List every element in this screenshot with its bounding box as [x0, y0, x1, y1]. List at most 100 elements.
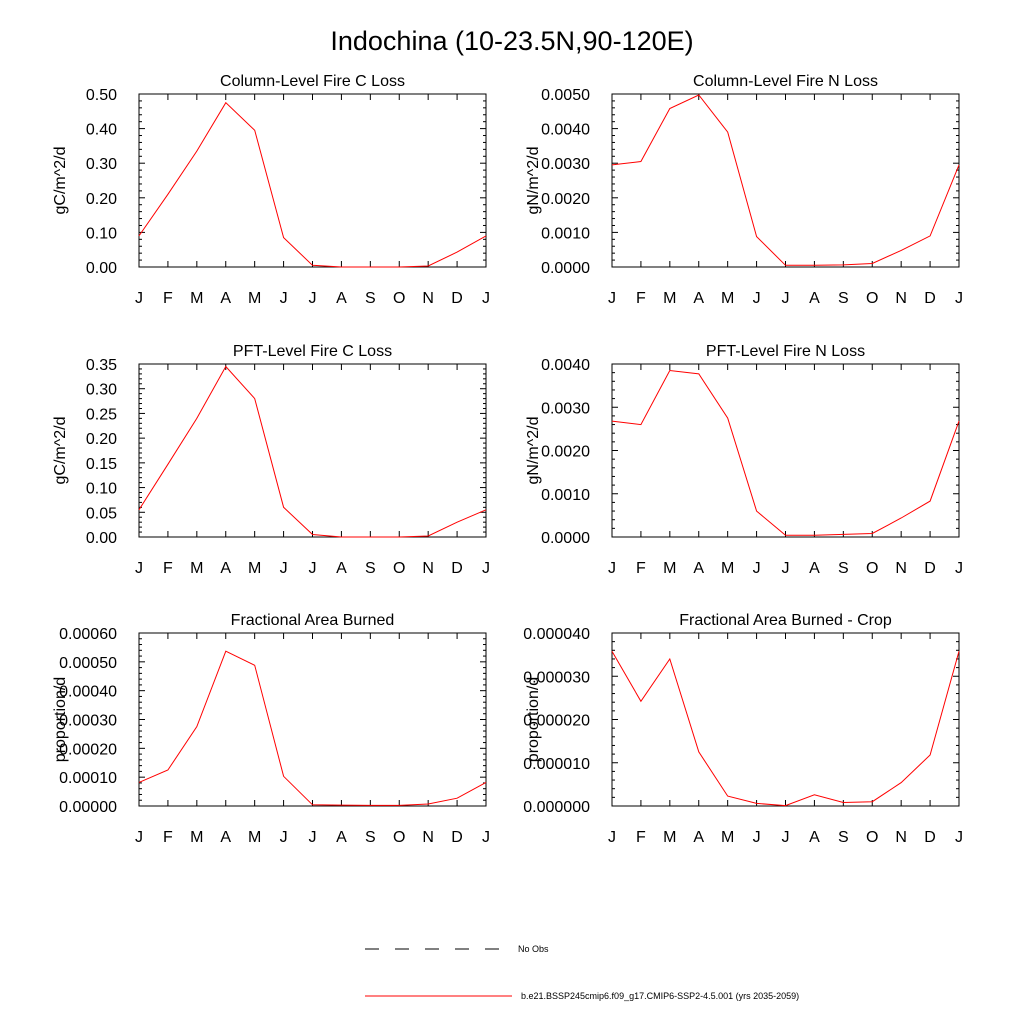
x-tick-label: D: [451, 560, 463, 577]
y-tick-label: 0.40: [86, 122, 117, 139]
y-tick-label: 0.00020: [59, 741, 117, 758]
x-tick-label: S: [838, 829, 849, 846]
plot-frame: [611, 363, 960, 538]
x-tick-label: D: [924, 560, 936, 577]
x-tick-label: J: [309, 829, 317, 846]
series-line: [611, 94, 960, 266]
x-tick-label: J: [135, 560, 143, 577]
chart-panel-5: Fractional Area Burned proportion/d 0.0000…: [52, 612, 490, 846]
x-tick-label: A: [809, 560, 820, 577]
plot-frame: [138, 93, 487, 268]
x-tick-label: J: [280, 560, 288, 577]
chart-panel-4: PFT-Level Fire N Loss gN/m^2/d 0.0000 0.001…: [525, 343, 963, 577]
panels: Column-Level Fire C Loss gC/m^2/d 0.00 0.10…: [52, 73, 963, 846]
x-tick-label: A: [336, 290, 347, 307]
figure-title: Indochina (10-23.5N,90-120E): [330, 26, 693, 56]
x-tick-label: M: [663, 560, 676, 577]
x-tick-label: J: [955, 560, 963, 577]
x-tick-label: M: [721, 829, 734, 846]
legend: No Obs b.e21.BSSP245cmip6.f09_g17.CMIP6-…: [365, 944, 799, 1001]
x-tick-label: A: [220, 560, 231, 577]
series-line: [138, 365, 487, 538]
legend-label-model: b.e21.BSSP245cmip6.f09_g17.CMIP6-SSP2-4.…: [521, 991, 799, 1001]
x-tick-label: M: [721, 290, 734, 307]
x-tick-label: S: [365, 560, 376, 577]
panel-title: Column-Level Fire C Loss: [220, 73, 405, 90]
y-tick-label: 0.0030: [541, 156, 590, 173]
series-line: [138, 650, 487, 806]
panel-title: Fractional Area Burned - Crop: [679, 612, 892, 629]
x-tick-label: M: [190, 829, 203, 846]
y-tick-label: 0.20: [86, 431, 117, 448]
x-tick-label: F: [163, 829, 173, 846]
y-tick-label: 0.10: [86, 225, 117, 242]
y-axis-label: gN/m^2/d: [525, 147, 542, 215]
x-tick-label: A: [693, 560, 704, 577]
x-tick-label: O: [393, 290, 405, 307]
y-tick-label: 0.30: [86, 156, 117, 173]
y-tick-label: 0.0040: [541, 357, 590, 374]
x-tick-label: J: [753, 829, 761, 846]
y-tick-label: 0.50: [86, 87, 117, 104]
x-tick-label: S: [838, 290, 849, 307]
x-tick-label: M: [190, 560, 203, 577]
y-tick-label: 0.000010: [523, 756, 590, 773]
legend-label-no-obs: No Obs: [518, 944, 549, 954]
x-tick-label: S: [365, 829, 376, 846]
x-tick-label: M: [248, 290, 261, 307]
x-tick-label: J: [955, 290, 963, 307]
series-line: [138, 101, 487, 268]
y-tick-label: 0.0020: [541, 191, 590, 208]
x-tick-label: S: [365, 290, 376, 307]
y-tick-label: 0.30: [86, 382, 117, 399]
y-tick-label: 0.000000: [523, 799, 590, 816]
x-tick-label: J: [782, 560, 790, 577]
y-axis-label: gC/m^2/d: [52, 417, 69, 485]
x-tick-label: M: [248, 829, 261, 846]
x-tick-label: N: [422, 560, 434, 577]
x-tick-label: A: [220, 829, 231, 846]
x-tick-label: M: [663, 829, 676, 846]
x-tick-label: J: [309, 560, 317, 577]
series-line: [611, 369, 960, 536]
plot-frame: [611, 632, 960, 807]
x-tick-label: J: [608, 290, 616, 307]
y-tick-label: 0.000030: [523, 669, 590, 686]
x-tick-label: D: [451, 290, 463, 307]
x-tick-label: J: [280, 829, 288, 846]
x-tick-label: N: [895, 290, 907, 307]
x-tick-label: J: [482, 290, 490, 307]
x-tick-label: J: [309, 290, 317, 307]
y-tick-label: 0.00040: [59, 684, 117, 701]
x-tick-label: J: [782, 829, 790, 846]
x-tick-label: N: [422, 290, 434, 307]
x-tick-label: F: [636, 560, 646, 577]
panel-title: Fractional Area Burned: [231, 612, 395, 629]
x-tick-label: O: [866, 290, 878, 307]
y-tick-label: 0.00: [86, 530, 117, 547]
y-axis-label: gC/m^2/d: [52, 147, 69, 215]
y-tick-label: 0.0010: [541, 487, 590, 504]
y-tick-label: 0.000020: [523, 713, 590, 730]
chart-panel-6: Fractional Area Burned - Crop proportion/…: [523, 612, 963, 846]
y-tick-label: 0.00010: [59, 770, 117, 787]
series-line: [611, 650, 960, 807]
x-tick-label: A: [336, 560, 347, 577]
y-tick-label: 0.0030: [541, 400, 590, 417]
y-tick-label: 0.20: [86, 191, 117, 208]
chart-panel-2: Column-Level Fire N Loss gN/m^2/d 0.0000 0.…: [525, 73, 963, 307]
x-tick-label: A: [336, 829, 347, 846]
x-tick-label: M: [248, 560, 261, 577]
x-tick-label: J: [135, 829, 143, 846]
y-tick-label: 0.15: [86, 456, 117, 473]
x-tick-label: D: [451, 829, 463, 846]
x-tick-label: J: [135, 290, 143, 307]
x-tick-label: J: [608, 560, 616, 577]
y-tick-label: 0.000040: [523, 626, 590, 643]
x-tick-label: O: [393, 560, 405, 577]
y-tick-label: 0.00000: [59, 799, 117, 816]
x-tick-label: A: [220, 290, 231, 307]
y-tick-label: 0.25: [86, 406, 117, 423]
y-tick-label: 0.35: [86, 357, 117, 374]
